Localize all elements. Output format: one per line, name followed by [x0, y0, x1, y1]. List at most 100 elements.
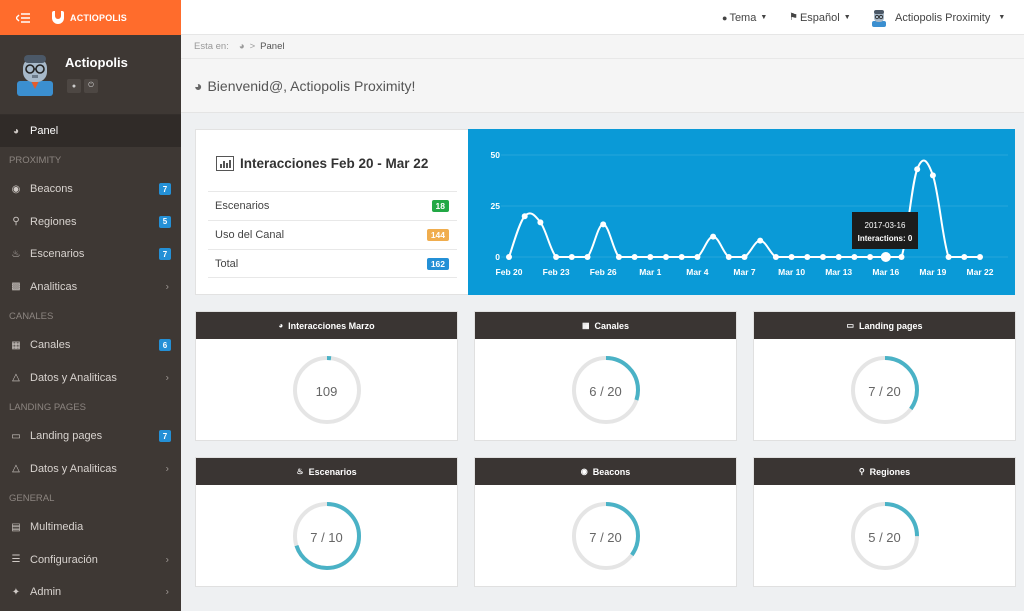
breadcrumb: Esta en: ◕ > Panel — [181, 35, 1024, 59]
power-icon[interactable]: ⏻ — [84, 79, 98, 93]
sidebar-item-label: Analiticas — [30, 280, 78, 293]
language-dropdown[interactable]: ⚑ Español ▼ — [789, 0, 851, 35]
section-canales: CANALES — [9, 310, 54, 322]
progress-donut — [571, 356, 640, 424]
flask-icon: △ — [12, 463, 20, 475]
progress-donut — [571, 502, 640, 570]
sidebar-item-multimedia[interactable]: ▤ Multimedia — [0, 511, 181, 544]
sidebar-item-label: Escenarios — [30, 248, 85, 261]
target-icon: ◉ — [11, 183, 21, 195]
menu-toggle-icon[interactable] — [0, 0, 46, 35]
profile: Actiopolis ● ⏻ — [0, 35, 181, 115]
card-title: Interacciones Marzo — [288, 320, 375, 331]
gauge-icon: ◕ — [12, 125, 20, 137]
topbar: ● Tema ▼ ⚑ Español ▼ Actiopolis Proximit… — [181, 0, 1024, 35]
breadcrumb-current: Panel — [260, 41, 285, 52]
user-menu[interactable]: Actiopolis Proximity ▼ — [871, 0, 1005, 35]
sidebar-item-landing[interactable]: ▭ Landing pages 7 — [0, 420, 181, 453]
theme-dropdown[interactable]: ● Tema ▼ — [722, 0, 767, 35]
data-point — [584, 254, 591, 260]
card-value: 7 / 20 — [868, 384, 901, 399]
user-profile-icon[interactable]: ● — [67, 79, 81, 93]
sidebar-item-admin[interactable]: ✦ Admin › — [0, 576, 181, 609]
x-tick-label: Feb 26 — [590, 267, 617, 277]
y-tick-label: 25 — [491, 201, 501, 211]
data-point — [772, 254, 779, 260]
data-point — [867, 254, 874, 260]
bar-chart-icon — [216, 156, 234, 171]
tooltip-label: Interactions: — [857, 234, 906, 243]
stat-row: Total 162 — [208, 249, 457, 278]
card-value: 109 — [315, 384, 338, 399]
stat-badge: 162 — [426, 257, 449, 270]
card-interacciones: ◕ Interacciones Marzo 109 — [195, 311, 458, 441]
data-point — [600, 221, 607, 228]
card-regiones: ⚲ Regiones 5 / 20 — [753, 457, 1016, 587]
y-tick-label: 50 — [491, 150, 501, 160]
folder-icon: ▤ — [11, 521, 21, 533]
sidebar-item-label: Regiones — [30, 215, 77, 228]
data-point — [804, 254, 811, 260]
sidebar-item-beacons[interactable]: ◉ Beacons 7 — [0, 173, 181, 206]
x-tick-label: Mar 13 — [825, 267, 852, 277]
section-proximity: PROXIMITY — [9, 154, 62, 166]
count-badge: 6 — [159, 339, 171, 352]
tooltip-value: 0 — [907, 234, 913, 243]
brand-name: ACTIOPOLIS — [70, 12, 128, 23]
stat-label: Escenarios — [215, 200, 270, 212]
flag-icon: ⚑ — [789, 12, 798, 23]
breadcrumb-prefix: Esta en: — [194, 41, 229, 52]
sidebar-item-escenarios[interactable]: ♨ Escenarios 7 — [0, 238, 181, 271]
sidebar-item-panel[interactable]: ◕ Panel — [0, 115, 181, 147]
data-point — [663, 254, 669, 260]
caret-down-icon: ▼ — [843, 14, 851, 21]
progress-donut — [292, 502, 361, 570]
data-point — [553, 254, 560, 260]
sidebar-item-canales[interactable]: ▦ Canales 6 — [0, 329, 181, 362]
donut-progress — [571, 356, 640, 424]
sidebar-item-label: Datos y Analiticas — [30, 371, 117, 384]
section-general: GENERAL — [9, 492, 55, 504]
data-point — [725, 254, 732, 260]
card-beacons: ◉ Beacons 7 / 20 — [474, 457, 737, 587]
card-title: Canales — [594, 320, 630, 331]
data-point — [710, 233, 717, 240]
sidebar-item-datos-landing[interactable]: △ Datos y Analiticas › — [0, 453, 181, 486]
avatar — [17, 55, 53, 96]
page-title: ◕ Bienvenid@, Actiopolis Proximity! — [181, 59, 1024, 113]
sidebar-item-datos-canales[interactable]: △ Datos y Analiticas › — [0, 362, 181, 395]
sidebar-item-label: Admin — [30, 586, 62, 599]
sidebar-item-regiones[interactable]: ⚲ Regiones 5 — [0, 206, 181, 239]
user-name: Actiopolis Proximity — [895, 11, 991, 24]
sidebar-item-label: Datos y Analiticas — [30, 462, 117, 475]
sidebar-item-config[interactable]: ☰ Configuración › — [0, 544, 181, 577]
card-value: 7 / 10 — [310, 530, 343, 545]
sidebar-item-label: Panel — [30, 125, 59, 137]
chart-tooltip: 2017-03-16 Interactions: 0 — [852, 212, 918, 249]
chevron-right-icon: › — [165, 281, 169, 293]
tooltip-date: 2017-03-16 — [864, 221, 906, 230]
progress-donut — [292, 356, 361, 424]
pin-icon: ⚲ — [858, 467, 865, 476]
card-landing: ▭ Landing pages 7 / 20 — [753, 311, 1016, 441]
card-title: Landing pages — [859, 320, 923, 331]
chevron-right-icon: › — [165, 554, 169, 566]
data-point — [647, 254, 654, 260]
data-point — [977, 254, 983, 260]
chevron-right-icon: › — [165, 463, 169, 475]
x-tick-label: Mar 19 — [919, 267, 946, 277]
x-tick-label: Feb 20 — [496, 267, 523, 277]
data-point — [568, 254, 575, 260]
sidebar-item-label: Configuración — [30, 553, 98, 566]
gauge-icon[interactable]: ◕ — [238, 41, 245, 52]
profile-name: Actiopolis — [65, 55, 128, 70]
bell-icon: ♨ — [11, 248, 21, 260]
interactions-chart: 0 25 50 Feb 20 Feb 23 Feb 26 Mar 1 Mar 4 Mar 7 Ma… — [468, 129, 1015, 295]
gauge-icon: ◕ — [194, 77, 203, 94]
sidebar-item-analiticas[interactable]: ▩ Analiticas › — [0, 271, 181, 304]
card-title: Beacons — [592, 466, 631, 477]
user-avatar — [872, 9, 886, 27]
data-point — [506, 254, 512, 260]
breadcrumb-separator: > — [249, 41, 256, 52]
welcome-text: Bienvenid@, Actiopolis Proximity! — [207, 77, 416, 94]
